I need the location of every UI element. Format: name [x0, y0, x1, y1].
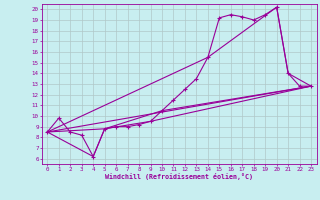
X-axis label: Windchill (Refroidissement éolien,°C): Windchill (Refroidissement éolien,°C) [105, 173, 253, 180]
